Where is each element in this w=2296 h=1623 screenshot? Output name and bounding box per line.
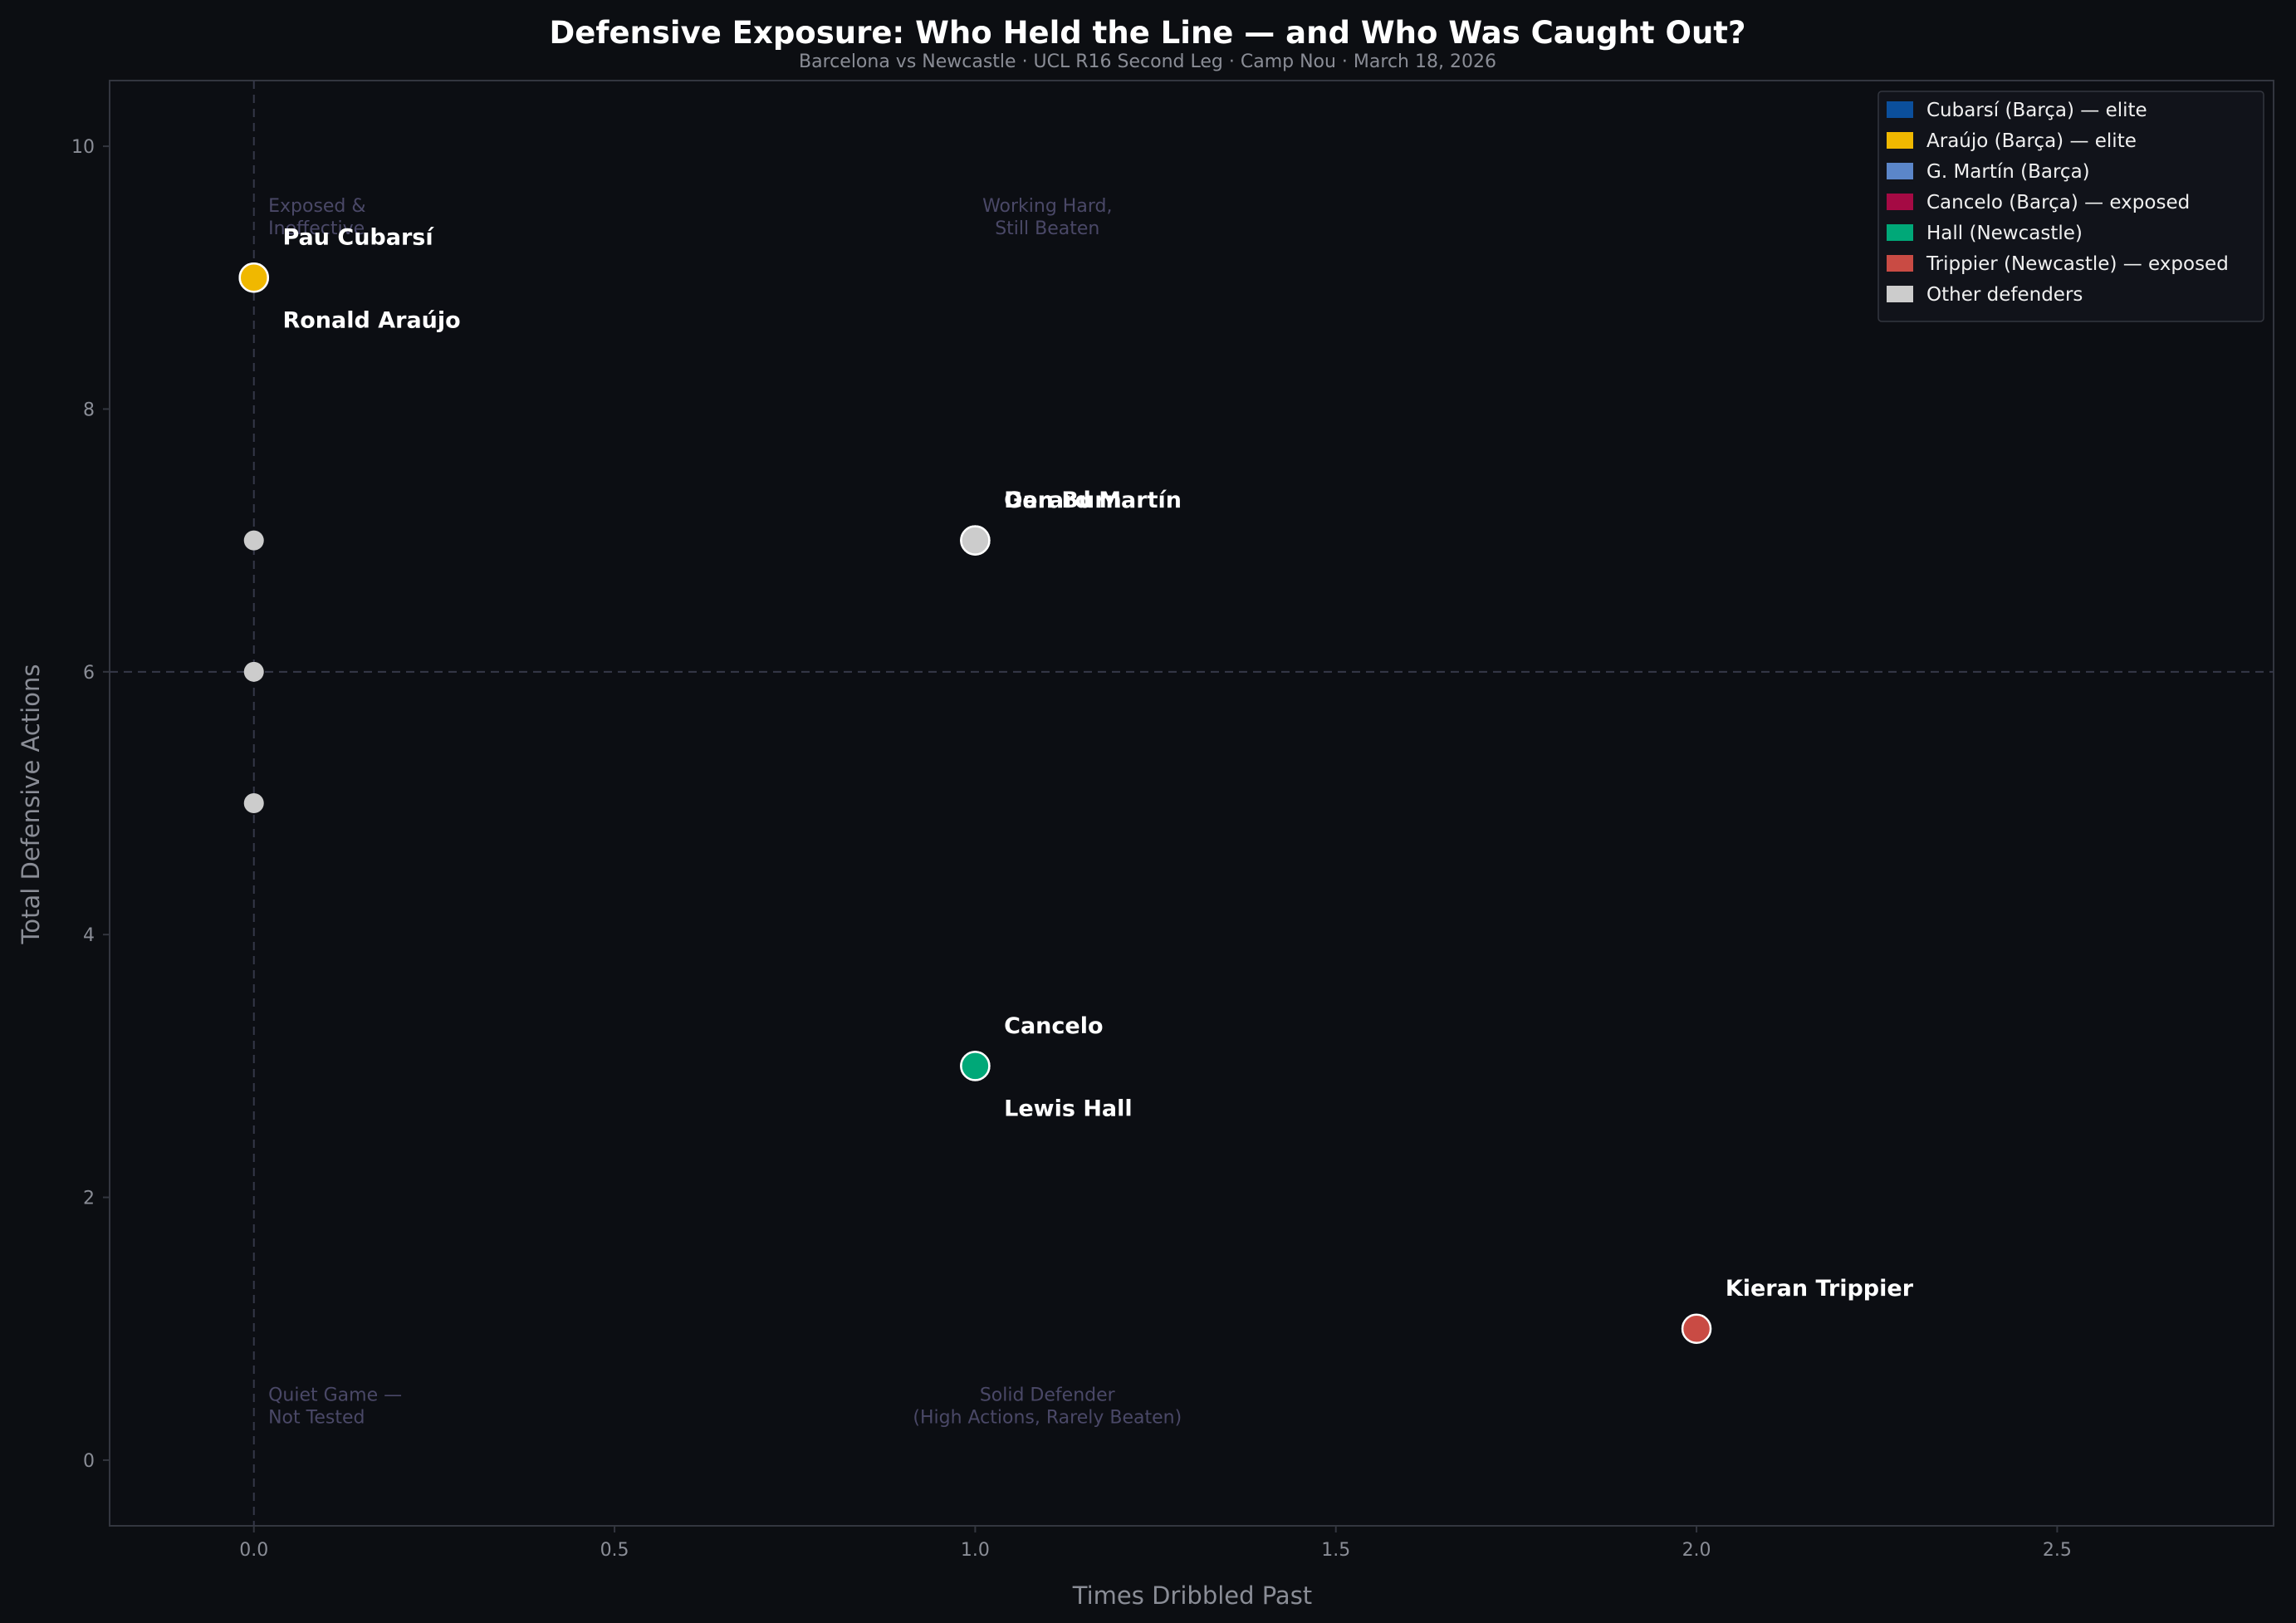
point-label: Kieran Trippier bbox=[1726, 1276, 1914, 1302]
legend-label: Trippier (Newcastle) — exposed bbox=[1926, 253, 2229, 275]
quadrant-label-line: Exposed & bbox=[268, 196, 365, 217]
quadrant-label-line: Solid Defender bbox=[980, 1385, 1116, 1406]
legend-swatch bbox=[1887, 194, 1913, 210]
y-tick-label: 10 bbox=[71, 137, 95, 158]
quadrant-label-line: Not Tested bbox=[268, 1408, 365, 1429]
y-tick-label: 4 bbox=[83, 925, 95, 946]
x-axis-ticks: 0.0 0.5 1.0 1.5 2.0 2.5 bbox=[239, 1526, 2072, 1561]
point-label: Dan Burn bbox=[1004, 488, 1122, 513]
legend-swatch bbox=[1887, 132, 1913, 149]
data-points bbox=[238, 262, 1712, 1344]
legend-swatch bbox=[1887, 286, 1913, 302]
point-label: Ronald Araújo bbox=[282, 307, 460, 333]
data-point bbox=[1681, 1313, 1712, 1344]
legend-label: G. Martín (Barça) bbox=[1926, 161, 2090, 183]
x-tick-label: 0.0 bbox=[239, 1540, 268, 1561]
legend: Cubarsí (Barça) — elite Araújo (Barça) — … bbox=[1877, 91, 2264, 322]
x-tick-label: 1.0 bbox=[961, 1540, 990, 1561]
data-point bbox=[238, 262, 269, 293]
x-axis-label: Times Dribbled Past bbox=[1072, 1581, 1312, 1610]
legend-swatch bbox=[1887, 224, 1913, 241]
quadrant-label: Working Hard, Still Beaten bbox=[982, 196, 1112, 239]
x-tick-label: 0.5 bbox=[600, 1540, 629, 1561]
data-point bbox=[243, 793, 264, 813]
y-axis-label: Total Defensive Actions bbox=[17, 664, 45, 945]
quadrant-label-line: Quiet Game — bbox=[268, 1385, 402, 1406]
legend-label: Other defenders bbox=[1926, 284, 2083, 306]
legend-label: Araújo (Barça) — elite bbox=[1926, 130, 2137, 152]
data-point bbox=[243, 661, 264, 682]
quadrant-label: Exposed & Ineffective bbox=[268, 196, 365, 239]
quadrant-label-line: Working Hard, bbox=[982, 196, 1112, 217]
data-point bbox=[960, 525, 991, 556]
legend-box bbox=[1877, 91, 2264, 322]
legend-swatch bbox=[1887, 255, 1913, 272]
y-tick-label: 2 bbox=[83, 1189, 95, 1209]
legend-swatch bbox=[1887, 163, 1913, 179]
quadrant-label-line: Still Beaten bbox=[995, 218, 1099, 239]
y-tick-label: 8 bbox=[83, 400, 95, 420]
chart-title: Defensive Exposure: Who Held the Line — … bbox=[550, 15, 1746, 51]
y-tick-label: 0 bbox=[83, 1451, 95, 1472]
legend-label: Cancelo (Barça) — exposed bbox=[1926, 192, 2190, 213]
point-label: Pau Cubarsí bbox=[282, 225, 434, 251]
point-label: Lewis Hall bbox=[1004, 1096, 1133, 1121]
chart-subtitle: Barcelona vs Newcastle · UCL R16 Second … bbox=[799, 51, 1496, 72]
legend-label: Hall (Newcastle) bbox=[1926, 223, 2083, 244]
y-axis-ticks: 0 2 4 6 8 10 bbox=[71, 137, 110, 1472]
y-tick-label: 6 bbox=[83, 663, 95, 684]
x-tick-label: 2.0 bbox=[1682, 1540, 1711, 1561]
x-tick-label: 2.5 bbox=[2043, 1540, 2072, 1561]
quadrant-label-line: Ineffective bbox=[268, 218, 365, 239]
point-label: Gerard Martín bbox=[1004, 488, 1182, 513]
quadrant-label-line: (High Actions, Rarely Beaten) bbox=[913, 1408, 1182, 1429]
quadrant-label: Quiet Game — Not Tested bbox=[268, 1385, 402, 1429]
x-tick-label: 1.5 bbox=[1321, 1540, 1350, 1561]
point-label: Cancelo bbox=[1004, 1013, 1103, 1039]
data-point bbox=[960, 1051, 991, 1081]
data-point bbox=[243, 530, 264, 551]
quadrant-label: Solid Defender (High Actions, Rarely Beat… bbox=[913, 1385, 1182, 1429]
quadrant-labels: Exposed & Ineffective Working Hard, Still B… bbox=[268, 196, 1182, 1429]
legend-swatch bbox=[1887, 101, 1913, 118]
legend-label: Cubarsí (Barça) — elite bbox=[1926, 100, 2147, 121]
